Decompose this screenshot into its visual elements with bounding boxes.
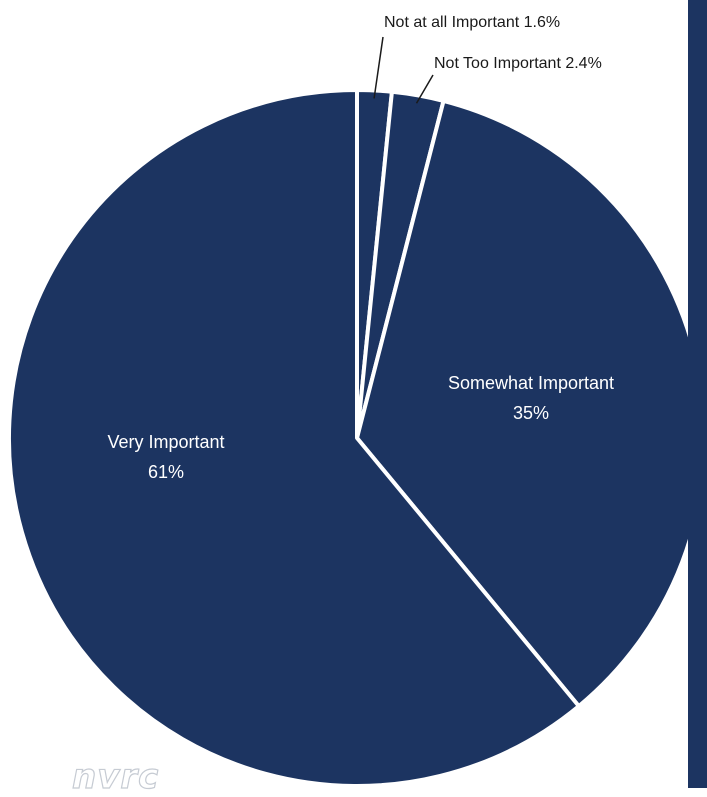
slice-value-very-important: 61% bbox=[148, 462, 184, 482]
right-side-panel bbox=[688, 0, 707, 788]
callout-label-not-too-important: Not Too Important 2.4% bbox=[434, 55, 602, 72]
slice-value-somewhat-important: 35% bbox=[513, 403, 549, 423]
slice-label-somewhat-important: Somewhat Important bbox=[448, 373, 614, 393]
callout-label-not-at-all-important: Not at all Important 1.6% bbox=[384, 14, 560, 31]
brand-watermark: nvrc bbox=[72, 757, 159, 797]
slice-label-very-important: Very Important bbox=[107, 432, 224, 452]
